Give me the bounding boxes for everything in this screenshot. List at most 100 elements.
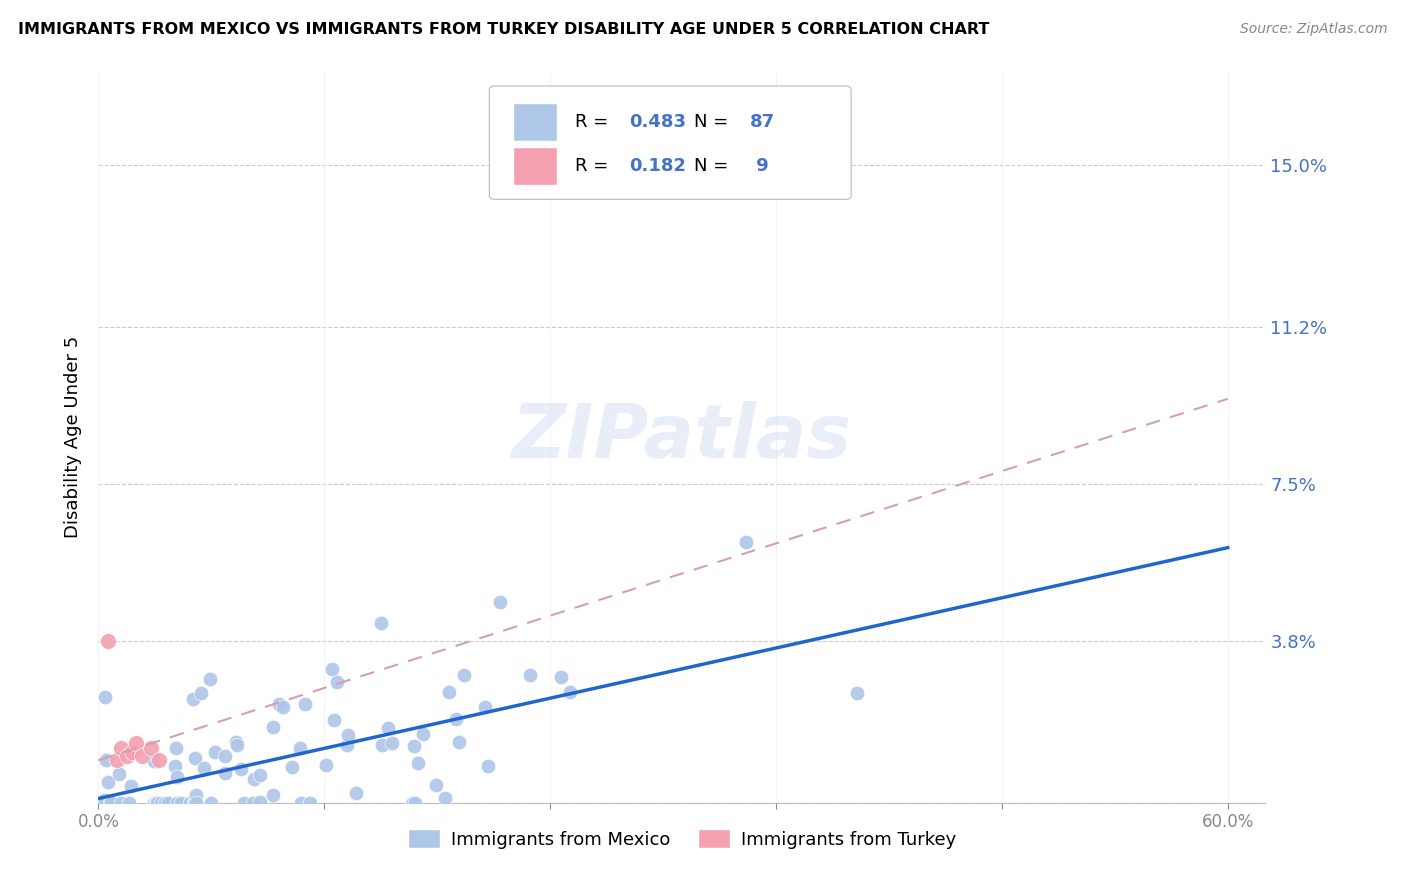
Point [143, 796, 166, 810]
Point [402, 739, 425, 753]
Point [425, 778, 447, 792]
Point [447, 735, 470, 749]
Text: Source: ZipAtlas.com: Source: ZipAtlas.com [1240, 22, 1388, 37]
Point [370, 739, 392, 753]
Point [453, 667, 475, 681]
Point [262, 720, 284, 734]
Point [406, 756, 429, 770]
Point [214, 748, 236, 763]
Point [165, 758, 187, 772]
Point [214, 766, 236, 780]
Point [183, 796, 205, 810]
Point [153, 796, 176, 810]
Point [550, 669, 572, 683]
Point [323, 713, 346, 727]
Point [145, 796, 167, 810]
Point [94, 796, 117, 810]
Text: 87: 87 [749, 112, 775, 131]
Point [370, 615, 392, 630]
Text: IMMIGRANTS FROM MEXICO VS IMMIGRANTS FROM TURKEY DISABILITY AGE UNDER 5 CORRELAT: IMMIGRANTS FROM MEXICO VS IMMIGRANTS FRO… [18, 22, 990, 37]
Point [145, 796, 167, 810]
Point [401, 796, 423, 810]
Point [243, 772, 266, 786]
Point [226, 738, 249, 752]
Point [434, 791, 457, 805]
Point [402, 796, 425, 810]
Point [229, 762, 252, 776]
Point [200, 796, 222, 810]
Point [184, 751, 207, 765]
Point [181, 692, 204, 706]
Point [321, 662, 343, 676]
Point [108, 767, 131, 781]
Point [477, 759, 499, 773]
Point [288, 740, 311, 755]
Point [148, 753, 170, 767]
Point [184, 796, 207, 810]
Point [233, 796, 256, 810]
Text: 9: 9 [749, 157, 768, 175]
Point [193, 761, 215, 775]
Point [165, 740, 187, 755]
Point [166, 796, 188, 810]
Point [98, 796, 121, 810]
Point [337, 728, 360, 742]
Text: R =: R = [575, 112, 613, 131]
Point [377, 721, 399, 735]
Point [381, 736, 404, 750]
Point [94, 690, 117, 704]
Point [118, 796, 141, 810]
Point [146, 796, 169, 810]
Point [115, 749, 138, 764]
Point [125, 736, 148, 750]
Point [281, 759, 304, 773]
Point [344, 786, 367, 800]
Point [156, 796, 179, 810]
Point [489, 595, 512, 609]
Point [120, 779, 142, 793]
Text: N =: N = [693, 157, 728, 175]
Point [298, 796, 321, 810]
Point [267, 697, 290, 711]
Legend: Immigrants from Mexico, Immigrants from Turkey: Immigrants from Mexico, Immigrants from … [401, 822, 963, 856]
Point [121, 745, 143, 759]
Point [97, 634, 120, 648]
Point [93, 796, 115, 810]
Point [110, 796, 132, 810]
Point [142, 755, 165, 769]
Point [100, 796, 122, 810]
Text: ZIPatlas: ZIPatlas [512, 401, 852, 474]
Text: 0.483: 0.483 [630, 112, 686, 131]
Point [184, 789, 207, 803]
Point [846, 686, 869, 700]
Point [131, 749, 153, 764]
Point [326, 675, 349, 690]
Text: R =: R = [575, 157, 613, 175]
Point [186, 796, 208, 810]
Point [336, 738, 359, 752]
Point [94, 793, 117, 807]
Point [169, 796, 191, 810]
Point [139, 740, 162, 755]
Point [110, 740, 132, 755]
Point [412, 727, 434, 741]
Point [404, 796, 426, 810]
Point [262, 788, 284, 802]
Point [474, 699, 496, 714]
Bar [513, 103, 557, 141]
Point [150, 796, 173, 810]
Point [437, 685, 460, 699]
Point [735, 535, 758, 549]
Point [97, 774, 120, 789]
Point [446, 712, 468, 726]
Point [519, 668, 541, 682]
Point [242, 796, 264, 810]
Point [290, 796, 312, 810]
Bar [513, 146, 557, 185]
Point [179, 796, 201, 810]
Point [198, 672, 221, 686]
Point [94, 753, 117, 767]
Y-axis label: Disability Age Under 5: Disability Age Under 5 [63, 336, 82, 538]
Point [249, 795, 271, 809]
FancyBboxPatch shape [489, 86, 851, 200]
